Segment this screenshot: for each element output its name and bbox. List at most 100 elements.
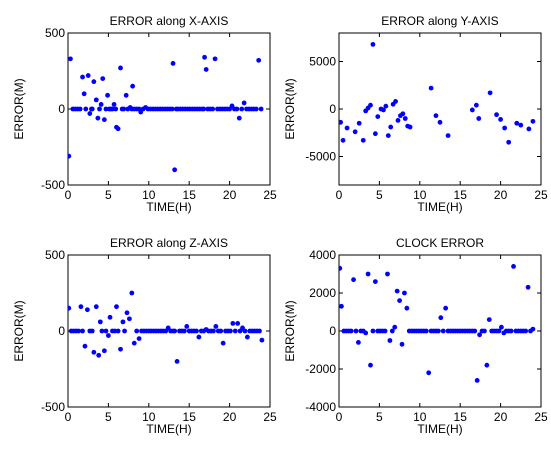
- data-point: [170, 61, 176, 66]
- data-point: [228, 328, 233, 334]
- data-point: [96, 352, 102, 358]
- data-point: [172, 328, 178, 334]
- data-point: [232, 328, 238, 334]
- data-points: [339, 264, 536, 383]
- y-axis-label: ERROR(M): [283, 78, 297, 139]
- data-point: [122, 328, 127, 334]
- data-point: [100, 76, 106, 81]
- data-point: [77, 106, 83, 112]
- x-tick-label: 0: [336, 188, 343, 202]
- data-point: [106, 333, 111, 338]
- data-point: [93, 97, 99, 103]
- data-point: [196, 334, 202, 340]
- data-point: [348, 328, 354, 334]
- data-point: [136, 336, 142, 341]
- subplot-4: 0 5 10 15 20 25 -4000 -2000 0 2000 4000 CLOCK ERROR…: [283, 236, 548, 436]
- x-tick-label: 15: [454, 410, 468, 424]
- data-point: [385, 133, 391, 139]
- data-point: [433, 113, 439, 119]
- data-point: [115, 328, 121, 334]
- data-point: [487, 90, 493, 96]
- data-point: [169, 106, 175, 112]
- data-point: [127, 316, 132, 322]
- data-point: [83, 106, 89, 112]
- data-point: [472, 328, 478, 334]
- data-point: [393, 99, 398, 104]
- data-point: [388, 124, 394, 130]
- x-tick-label: 20: [223, 410, 237, 424]
- y-axis-label: ERROR(M): [283, 300, 297, 361]
- data-point: [107, 314, 113, 320]
- data-point: [340, 137, 346, 143]
- data-point: [399, 341, 405, 347]
- data-point: [437, 119, 443, 125]
- data-point: [372, 131, 378, 137]
- data-point: [203, 67, 209, 72]
- data-point: [202, 54, 207, 60]
- data-point: [68, 56, 73, 62]
- data-point: [130, 83, 136, 89]
- data-point: [194, 328, 199, 334]
- data-point: [368, 362, 373, 368]
- y-tick-label: 500: [45, 248, 65, 262]
- data-point: [360, 137, 366, 143]
- y-tick-label: -4000: [305, 400, 336, 414]
- data-point: [426, 370, 432, 376]
- data-point: [383, 103, 389, 109]
- data-point: [242, 328, 248, 334]
- data-point: [351, 277, 356, 283]
- x-tick-label: 20: [494, 188, 508, 202]
- chart-title: ERROR along Y-AXIS: [381, 14, 498, 28]
- data-point: [129, 290, 135, 296]
- data-point: [381, 107, 386, 113]
- chart-title: CLOCK ERROR: [396, 236, 484, 250]
- data-point: [244, 334, 250, 340]
- data-point: [213, 324, 219, 329]
- data-point: [508, 328, 514, 334]
- data-point: [124, 310, 130, 316]
- data-point: [440, 328, 446, 334]
- data-point: [474, 378, 480, 383]
- x-axis-label: TIME(H): [146, 422, 191, 436]
- data-point: [385, 271, 390, 277]
- x-tick-label: 0: [65, 410, 72, 424]
- data-point: [484, 362, 490, 368]
- y-tick-label: 0: [329, 324, 336, 338]
- data-point: [235, 321, 241, 326]
- data-point: [355, 340, 361, 345]
- data-point: [230, 321, 236, 326]
- data-point: [407, 124, 413, 130]
- data-point: [339, 303, 344, 309]
- y-axis-label: ERROR(M): [12, 78, 26, 139]
- x-tick-label: 15: [183, 188, 197, 202]
- data-point: [118, 65, 123, 71]
- data-point: [339, 119, 344, 125]
- data-point: [97, 106, 102, 112]
- data-point: [397, 298, 402, 303]
- data-point: [239, 106, 245, 112]
- data-points: [68, 54, 264, 173]
- y-tick-label: 0: [329, 102, 336, 116]
- data-point: [80, 328, 85, 334]
- data-point: [372, 279, 378, 284]
- data-point: [234, 106, 240, 112]
- data-point: [506, 139, 512, 145]
- data-point: [131, 340, 137, 346]
- data-point: [477, 332, 482, 338]
- x-tick-label: 25: [263, 410, 277, 424]
- data-point: [93, 304, 99, 310]
- data-point: [530, 118, 536, 124]
- data-point: [502, 125, 508, 131]
- y-tick-label: -500: [41, 178, 65, 192]
- data-point: [514, 120, 520, 126]
- data-point: [469, 107, 475, 113]
- data-point: [402, 290, 407, 296]
- data-point: [530, 326, 536, 332]
- x-axis-label: TIME(H): [417, 200, 462, 214]
- y-tick-label: 0: [58, 102, 65, 116]
- x-tick-label: 5: [376, 188, 383, 202]
- data-point: [172, 167, 178, 173]
- data-point: [114, 304, 119, 310]
